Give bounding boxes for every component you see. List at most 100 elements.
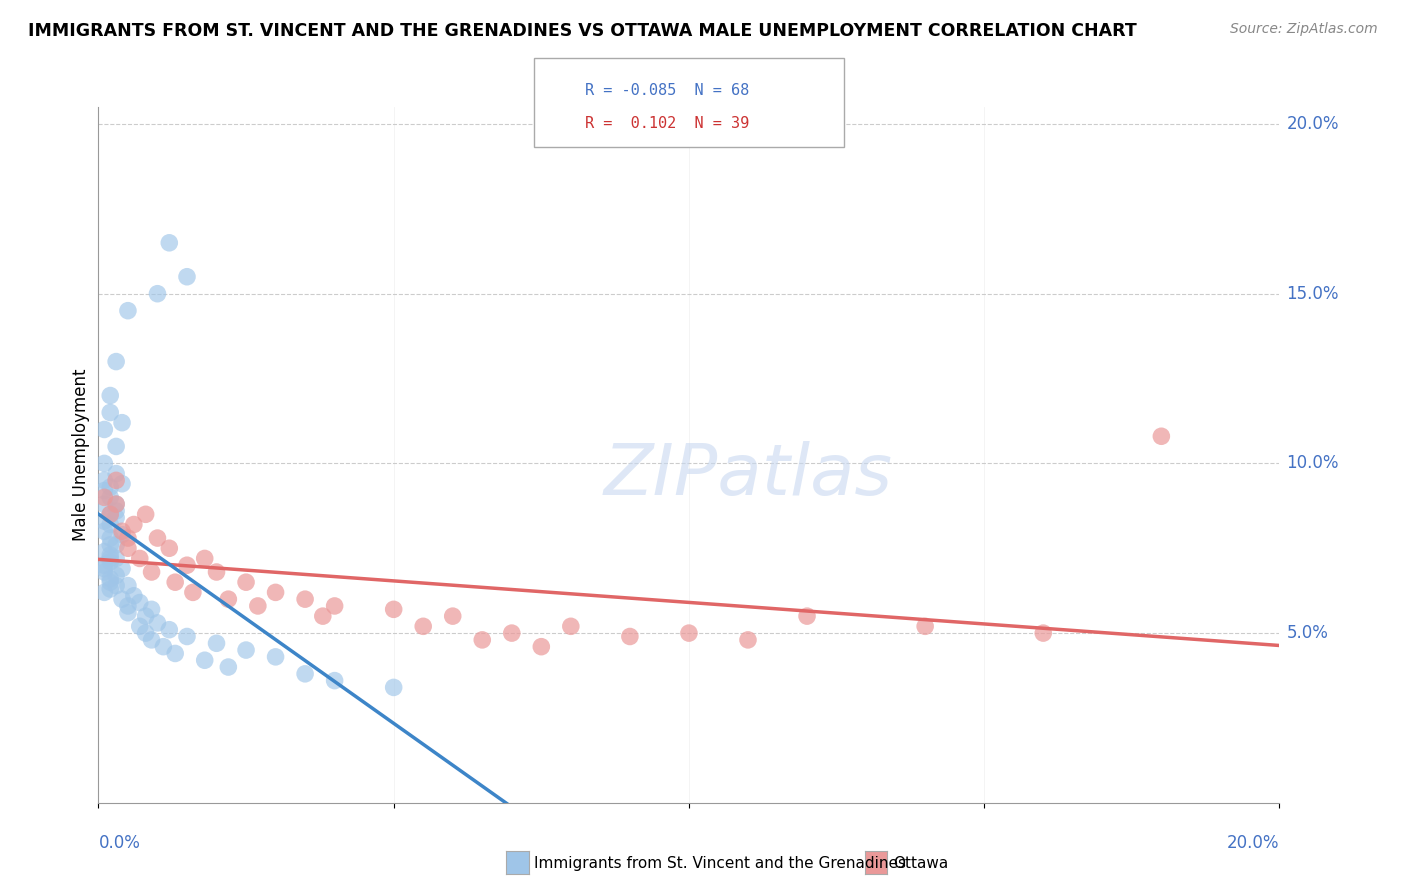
- Point: [194, 653, 217, 667]
- Point: [98, 538, 121, 552]
- Point: [111, 592, 134, 607]
- Point: [117, 303, 139, 318]
- Point: [93, 565, 115, 579]
- Point: [105, 474, 128, 488]
- Point: [93, 483, 115, 498]
- Point: [619, 630, 641, 644]
- Point: [105, 497, 128, 511]
- Point: [165, 575, 187, 590]
- Point: [194, 551, 217, 566]
- Point: [93, 422, 115, 436]
- Point: [98, 572, 121, 586]
- Point: [117, 578, 139, 592]
- Point: [294, 666, 316, 681]
- Point: [157, 235, 180, 250]
- Text: 20.0%: 20.0%: [1227, 834, 1279, 852]
- Text: ZIPatlas: ZIPatlas: [603, 442, 893, 510]
- Point: [235, 575, 257, 590]
- Point: [501, 626, 523, 640]
- Point: [117, 541, 139, 556]
- Point: [105, 439, 128, 453]
- Point: [441, 609, 464, 624]
- Point: [98, 575, 121, 590]
- Point: [105, 578, 128, 592]
- Point: [146, 615, 169, 630]
- Point: [93, 558, 115, 573]
- Point: [98, 517, 121, 532]
- Point: [323, 673, 346, 688]
- Point: [98, 491, 121, 505]
- Point: [98, 508, 121, 522]
- Point: [176, 630, 198, 644]
- Text: R = -0.085  N = 68: R = -0.085 N = 68: [585, 84, 749, 98]
- Point: [122, 517, 145, 532]
- Point: [105, 538, 128, 552]
- Point: [98, 548, 121, 562]
- Point: [128, 596, 150, 610]
- Point: [146, 286, 169, 301]
- Text: Immigrants from St. Vincent and the Grenadines: Immigrants from St. Vincent and the Gren…: [534, 856, 907, 871]
- Text: R =  0.102  N = 39: R = 0.102 N = 39: [585, 116, 749, 130]
- Point: [98, 388, 121, 402]
- Point: [105, 568, 128, 582]
- Point: [264, 585, 287, 599]
- Point: [98, 480, 121, 494]
- Point: [98, 582, 121, 596]
- Text: 15.0%: 15.0%: [1286, 285, 1339, 302]
- Point: [157, 623, 180, 637]
- Point: [98, 555, 121, 569]
- Text: 0.0%: 0.0%: [98, 834, 141, 852]
- Point: [323, 599, 346, 613]
- Point: [382, 681, 405, 695]
- Point: [205, 565, 228, 579]
- Point: [246, 599, 269, 613]
- Point: [141, 632, 163, 647]
- Point: [235, 643, 257, 657]
- Point: [98, 405, 121, 419]
- Point: [98, 531, 121, 545]
- Point: [93, 514, 115, 528]
- Point: [165, 647, 187, 661]
- Point: [1032, 626, 1054, 640]
- Point: [141, 565, 163, 579]
- Point: [128, 619, 150, 633]
- Point: [105, 551, 128, 566]
- Point: [737, 632, 759, 647]
- Point: [382, 602, 405, 616]
- Point: [146, 531, 169, 545]
- Point: [560, 619, 582, 633]
- Point: [530, 640, 553, 654]
- Point: [105, 504, 128, 518]
- Point: [141, 602, 163, 616]
- Point: [217, 660, 239, 674]
- Y-axis label: Male Unemployment: Male Unemployment: [72, 368, 90, 541]
- Text: 20.0%: 20.0%: [1286, 115, 1339, 133]
- Point: [111, 476, 134, 491]
- Point: [111, 416, 134, 430]
- Point: [217, 592, 239, 607]
- Point: [93, 524, 115, 539]
- Point: [152, 640, 174, 654]
- Point: [176, 558, 198, 573]
- Text: 5.0%: 5.0%: [1286, 624, 1329, 642]
- Point: [105, 354, 128, 368]
- Point: [264, 649, 287, 664]
- Point: [205, 636, 228, 650]
- Point: [93, 561, 115, 575]
- Point: [135, 609, 157, 624]
- Point: [412, 619, 434, 633]
- Text: Source: ZipAtlas.com: Source: ZipAtlas.com: [1230, 22, 1378, 37]
- Text: Ottawa: Ottawa: [893, 856, 948, 871]
- Point: [98, 551, 121, 566]
- Point: [128, 551, 150, 566]
- Point: [117, 599, 139, 613]
- Point: [93, 497, 115, 511]
- Point: [796, 609, 818, 624]
- Point: [312, 609, 335, 624]
- Point: [914, 619, 936, 633]
- Point: [93, 491, 115, 505]
- Point: [181, 585, 204, 599]
- Point: [105, 467, 128, 481]
- Point: [678, 626, 700, 640]
- Point: [135, 508, 157, 522]
